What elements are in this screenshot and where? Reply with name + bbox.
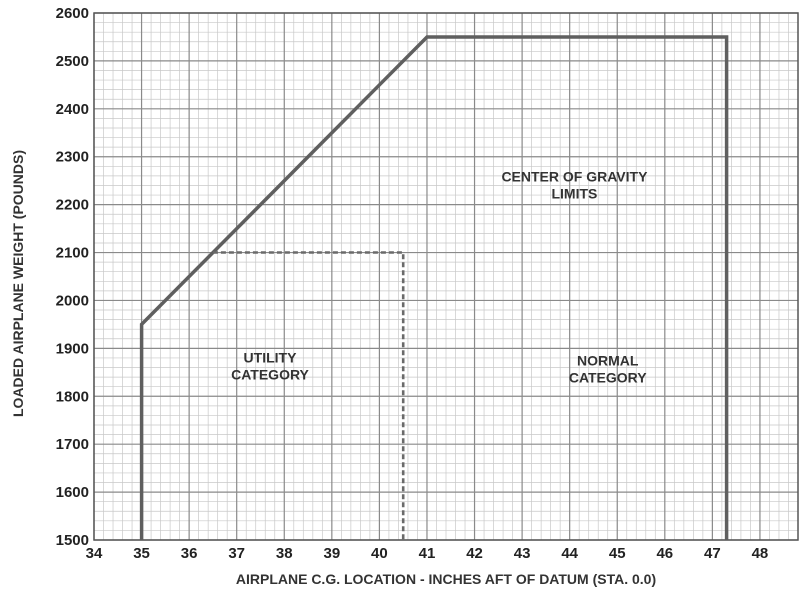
- x-tick-label: 42: [466, 545, 483, 562]
- x-tick-label: 43: [514, 545, 531, 562]
- y-tick-label: 1800: [56, 388, 89, 405]
- x-tick-label: 47: [704, 545, 721, 562]
- y-tick-label: 2100: [56, 245, 89, 262]
- y-axis-label: LOADED AIRPLANE WEIGHT (POUNDS): [10, 150, 26, 417]
- y-tick-label: 2500: [56, 53, 89, 70]
- y-tick-label: 2300: [56, 149, 89, 166]
- region-label-line: NORMAL: [577, 353, 639, 369]
- envelope-lines: [139, 35, 729, 540]
- x-tick-label: 39: [323, 545, 340, 562]
- region-label-line: CATEGORY: [569, 370, 647, 386]
- y-tick-label: 1500: [56, 532, 89, 549]
- y-tick-label: 1900: [56, 340, 89, 357]
- y-tick-label: 2400: [56, 101, 89, 118]
- plot-frame: [93, 12, 799, 541]
- x-tick-label: 45: [609, 545, 626, 562]
- region-label-line: CATEGORY: [231, 367, 309, 383]
- x-axis-label: AIRPLANE C.G. LOCATION - INCHES AFT OF D…: [236, 571, 656, 587]
- x-tick-label: 34: [86, 545, 103, 562]
- y-tick-label: 2600: [56, 5, 89, 22]
- minor-grid: [94, 13, 799, 540]
- region-label-line: CENTER OF GRAVITY: [501, 169, 648, 185]
- x-tick-label: 36: [181, 545, 198, 562]
- x-tick-labels: 34 35 36 37 38 39 40 41 42 43 44 45 46 47 48: [86, 545, 769, 562]
- x-tick-label: 40: [371, 545, 388, 562]
- x-tick-label: 38: [276, 545, 293, 562]
- y-tick-label: 2200: [56, 197, 89, 214]
- y-tick-label: 2000: [56, 292, 89, 309]
- normal-category-envelope-line: [139, 35, 729, 540]
- x-tick-label: 48: [752, 545, 769, 562]
- x-tick-label: 35: [133, 545, 150, 562]
- y-tick-label: 1600: [56, 484, 89, 501]
- region-labels: CENTER OF GRAVITYLIMITSUTILITYCATEGORYNO…: [231, 169, 648, 386]
- y-tick-label: 1700: [56, 436, 89, 453]
- x-tick-label: 41: [419, 545, 436, 562]
- y-tick-labels: 1500 1600 1700 1800 1900 2000 2100 2200 2300 2400…: [56, 5, 89, 549]
- x-tick-label: 37: [228, 545, 245, 562]
- region-label-line: LIMITS: [551, 186, 597, 202]
- x-tick-label: 46: [656, 545, 673, 562]
- region-label-line: UTILITY: [244, 350, 298, 366]
- x-tick-label: 44: [561, 545, 578, 562]
